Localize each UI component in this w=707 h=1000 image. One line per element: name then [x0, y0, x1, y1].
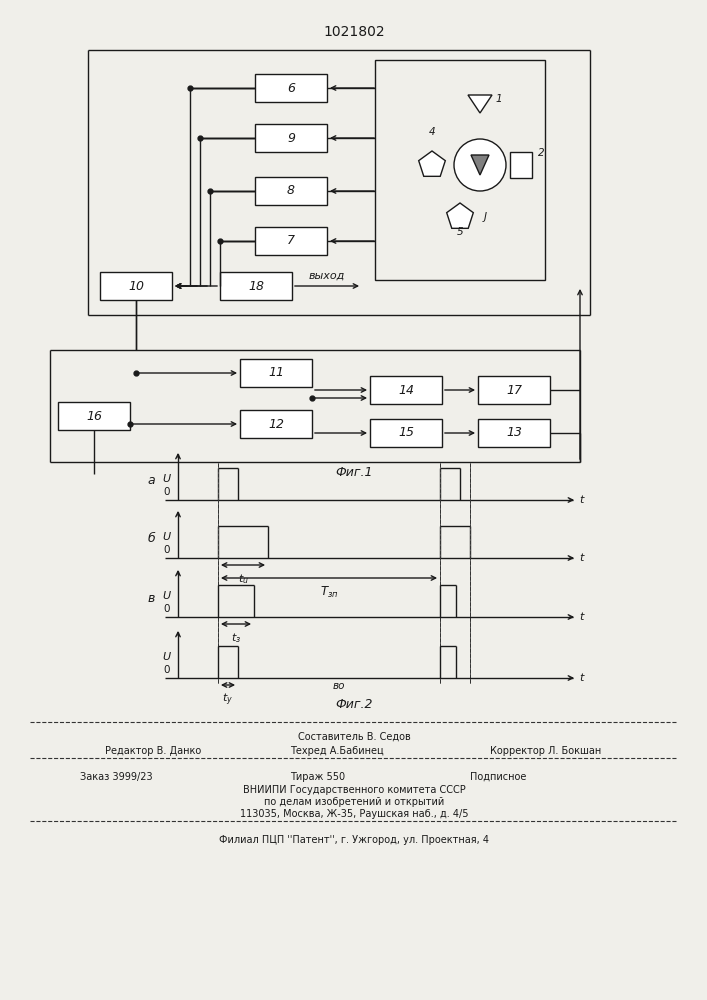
Text: 13: 13 [506, 426, 522, 440]
Text: 8: 8 [287, 184, 295, 198]
Bar [240, 359, 312, 387]
Text: 12: 12 [268, 418, 284, 430]
Text: 0: 0 [163, 665, 170, 675]
Text: а: а [147, 475, 155, 488]
Text: Фиг.1: Фиг.1 [335, 466, 373, 479]
Polygon shape [468, 95, 492, 113]
Text: J: J [484, 212, 487, 222]
Text: 0: 0 [163, 487, 170, 497]
Bar [255, 74, 327, 102]
Text: $t_{u}$: $t_{u}$ [238, 572, 248, 586]
Text: по делам изобретений и открытий: по делам изобретений и открытий [264, 797, 444, 807]
Text: в: в [148, 591, 155, 604]
Bar [370, 376, 442, 404]
Text: Тираж 550: Тираж 550 [290, 772, 345, 782]
Text: t: t [579, 673, 583, 683]
Text: выход: выход [309, 271, 345, 281]
Text: U: U [162, 652, 170, 662]
Polygon shape [419, 151, 445, 176]
Bar [255, 177, 327, 205]
Text: t: t [579, 612, 583, 622]
Polygon shape [471, 155, 489, 175]
Text: $t_{у}$: $t_{у}$ [223, 692, 233, 708]
Bar [510, 152, 532, 178]
Text: $T_{зп}$: $T_{зп}$ [320, 585, 339, 600]
Text: 0: 0 [163, 604, 170, 614]
Text: U: U [162, 474, 170, 484]
Bar [255, 227, 327, 255]
Text: Редактор В. Данко: Редактор В. Данко [105, 746, 201, 756]
Text: б: б [147, 532, 155, 546]
Text: 10: 10 [128, 279, 144, 292]
Text: U: U [162, 532, 170, 542]
Text: 5: 5 [457, 227, 463, 237]
Text: 4: 4 [428, 127, 436, 137]
Bar [58, 402, 130, 430]
Text: Подписное: Подписное [470, 772, 527, 782]
Text: 113035, Москва, Ж-35, Раушская наб., д. 4/5: 113035, Москва, Ж-35, Раушская наб., д. … [240, 809, 468, 819]
Text: ВНИИПИ Государственного комитета СССР: ВНИИПИ Государственного комитета СССР [243, 785, 465, 795]
Text: 17: 17 [506, 383, 522, 396]
Text: 2: 2 [538, 148, 544, 158]
Text: Филиал ПЦП ''Патент'', г. Ужгород, ул. Проектная, 4: Филиал ПЦП ''Патент'', г. Ужгород, ул. П… [219, 835, 489, 845]
Text: 14: 14 [398, 383, 414, 396]
Text: 9: 9 [287, 131, 295, 144]
Text: Составитель В. Седов: Составитель В. Седов [298, 732, 410, 742]
Bar [370, 419, 442, 447]
Text: 15: 15 [398, 426, 414, 440]
Polygon shape [447, 203, 473, 228]
Text: 18: 18 [248, 279, 264, 292]
Text: Заказ 3999/23: Заказ 3999/23 [80, 772, 153, 782]
Bar [100, 272, 172, 300]
Text: 6: 6 [287, 82, 295, 95]
Bar [220, 272, 292, 300]
Text: t: t [579, 553, 583, 563]
Text: t: t [579, 495, 583, 505]
Text: 1: 1 [496, 94, 503, 104]
Bar [240, 410, 312, 438]
Bar [375, 60, 545, 280]
Circle shape [454, 139, 506, 191]
Bar [255, 124, 327, 152]
Text: Корректор Л. Бокшан: Корректор Л. Бокшан [490, 746, 601, 756]
Bar [478, 419, 550, 447]
Text: вo: вo [333, 681, 345, 691]
Text: Фиг.2: Фиг.2 [335, 698, 373, 710]
Text: 0: 0 [163, 545, 170, 555]
Text: Техред А.Бабинец: Техред А.Бабинец [290, 746, 384, 756]
Text: 16: 16 [86, 410, 102, 422]
Text: 1021802: 1021802 [323, 25, 385, 39]
Text: $t_{з}$: $t_{з}$ [231, 631, 241, 645]
Text: U: U [162, 591, 170, 601]
Bar [478, 376, 550, 404]
Text: 7: 7 [287, 234, 295, 247]
Text: 11: 11 [268, 366, 284, 379]
